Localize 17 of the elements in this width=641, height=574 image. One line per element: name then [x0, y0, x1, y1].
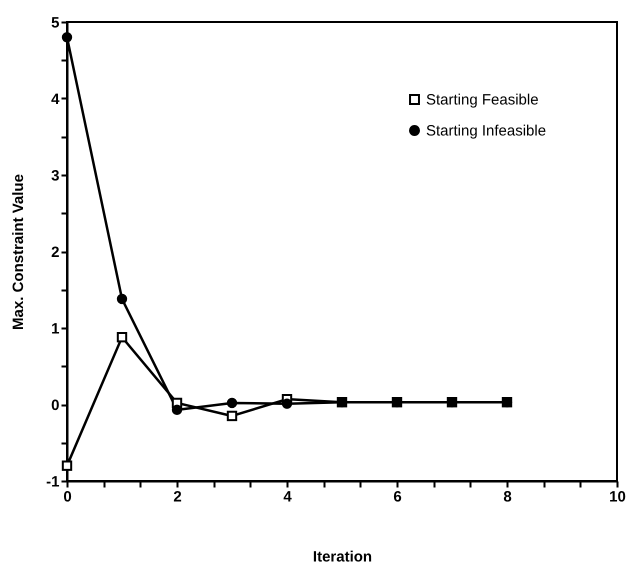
x-tick-label: 2: [173, 488, 182, 506]
y-axis-title: Max. Constraint Value: [10, 174, 28, 330]
y-tick-label: 2: [51, 244, 60, 261]
y-tick-label: 3: [51, 168, 60, 184]
y-tick-label: 4: [51, 91, 60, 108]
y-tick-label: 5: [51, 14, 60, 32]
x-tick-label: 4: [283, 488, 292, 506]
x-tick-label: 8: [503, 488, 512, 506]
y-tick-label: 1: [51, 320, 60, 338]
x-tick-label: 6: [393, 488, 402, 506]
y-tick-label: -1: [46, 474, 60, 490]
x-tick-label: 10: [609, 488, 626, 506]
legend-label: Starting Feasible: [426, 92, 539, 108]
x-axis-title: Iteration: [312, 548, 372, 566]
x-tick-label: 0: [63, 488, 72, 506]
legend-label: Starting Infeasible: [426, 122, 546, 140]
y-tick-label: 0: [51, 397, 60, 414]
